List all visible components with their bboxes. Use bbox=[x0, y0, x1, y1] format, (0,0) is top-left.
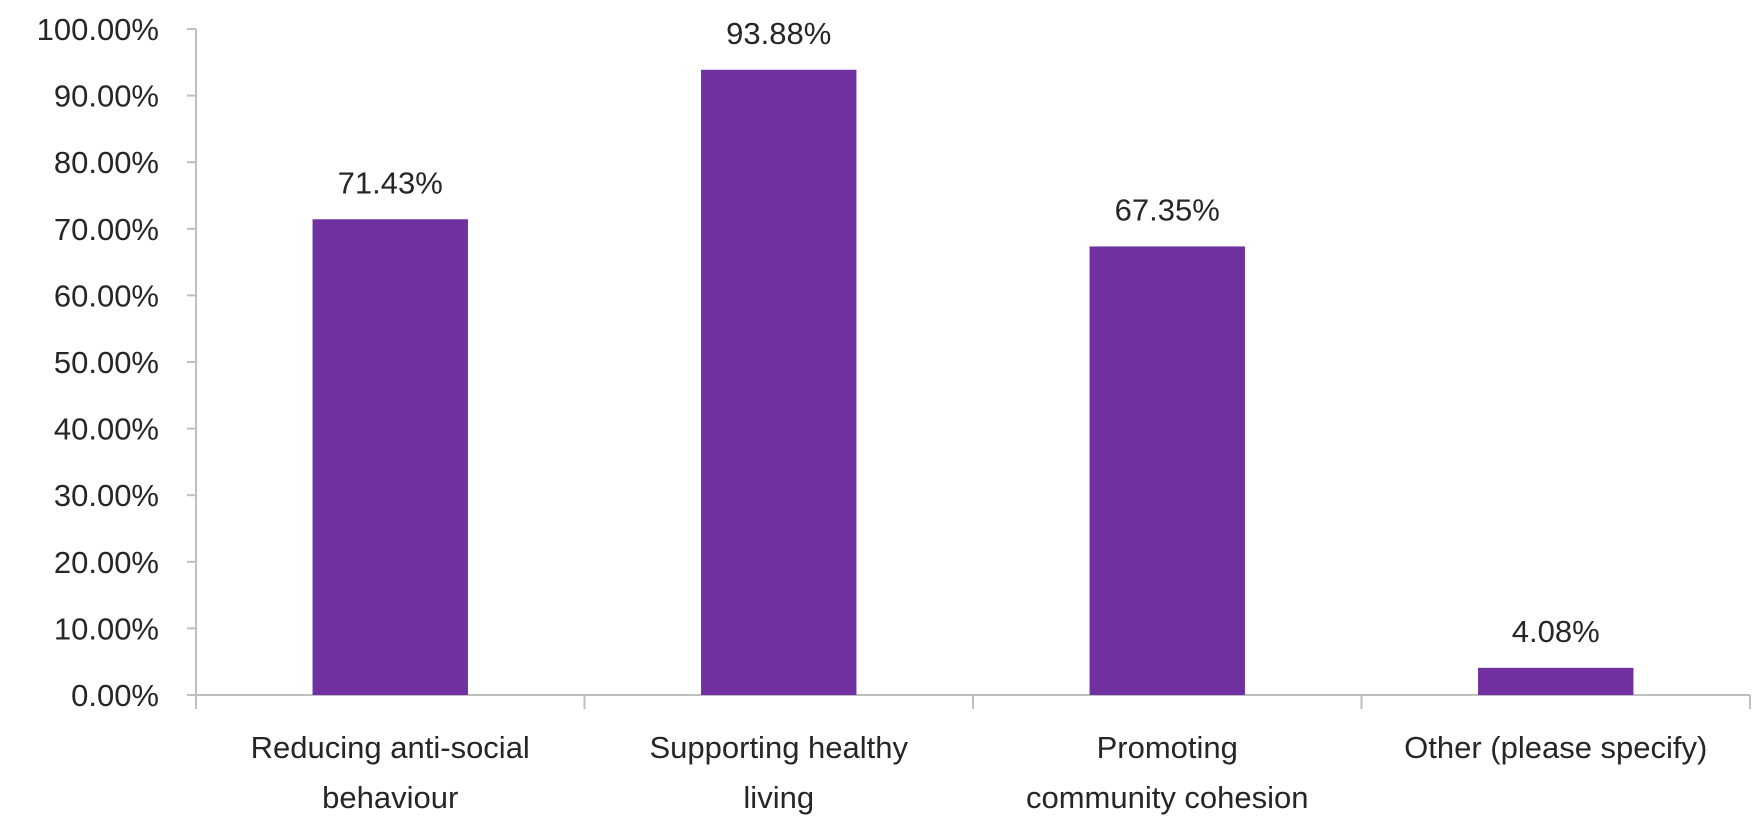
category-label-line: Other (please specify) bbox=[1404, 730, 1707, 765]
y-tick-label: 40.00% bbox=[54, 412, 159, 447]
category-label-line: behaviour bbox=[322, 780, 458, 815]
bar-data-label: 4.08% bbox=[1512, 614, 1600, 649]
y-tick-label: 80.00% bbox=[54, 145, 159, 180]
bar bbox=[1478, 667, 1634, 695]
y-tick-label: 70.00% bbox=[54, 212, 159, 247]
y-tick-label: 60.00% bbox=[54, 278, 159, 313]
bar bbox=[1089, 246, 1245, 695]
bar bbox=[701, 69, 857, 695]
data-labels: 71.43% 93.88% 67.35% 4.08% bbox=[338, 16, 1600, 649]
bar-data-label: 93.88% bbox=[726, 16, 831, 51]
bars bbox=[312, 69, 1634, 696]
y-tick-label: 50.00% bbox=[54, 345, 159, 380]
y-tick-label: 30.00% bbox=[54, 478, 159, 513]
y-tick-label: 90.00% bbox=[54, 79, 159, 114]
y-tick-label: 10.00% bbox=[54, 611, 159, 646]
category-label: Reducing anti-social behaviour bbox=[251, 730, 530, 815]
category-label-line: community cohesion bbox=[1026, 780, 1309, 815]
y-tick-label: 0.00% bbox=[71, 678, 159, 713]
y-axis: 0.00% 10.00% 20.00% 30.00% 40.00% 50.00% 60.00… bbox=[37, 12, 197, 713]
category-label: Other (please specify) bbox=[1404, 730, 1707, 765]
bar-data-label: 67.35% bbox=[1115, 192, 1220, 227]
category-label-line: Reducing anti-social bbox=[251, 730, 530, 765]
category-label-line: Supporting healthy bbox=[649, 730, 908, 765]
bar bbox=[312, 219, 468, 696]
bar-data-label: 71.43% bbox=[338, 165, 443, 200]
category-label-line: living bbox=[743, 780, 814, 815]
category-labels: Reducing anti-social behaviour Supporting … bbox=[251, 730, 1708, 815]
x-axis bbox=[195, 694, 1751, 709]
y-tick-label: 100.00% bbox=[37, 12, 159, 47]
category-label: Promoting community cohesion bbox=[1026, 730, 1309, 815]
category-label: Supporting healthy living bbox=[649, 730, 908, 815]
category-label-line: Promoting bbox=[1097, 730, 1238, 765]
y-tick-label: 20.00% bbox=[54, 545, 159, 580]
